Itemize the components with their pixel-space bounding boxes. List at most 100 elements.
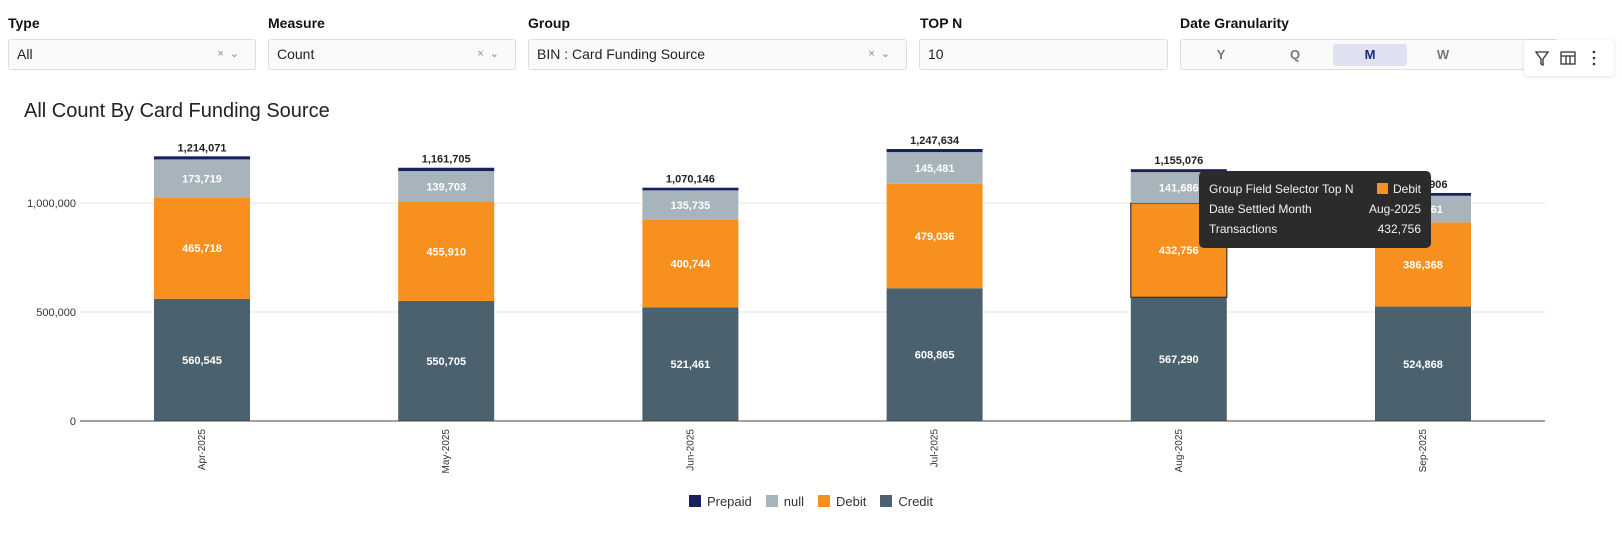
topn-input[interactable]: 10 <box>919 39 1168 70</box>
topn-filter: TOP N <box>920 14 962 32</box>
type-filter: Type <box>8 14 40 32</box>
tooltip-value: Aug-2025 <box>1368 202 1421 216</box>
clear-icon[interactable]: × <box>868 48 881 60</box>
bar-segment-credit[interactable] <box>398 300 495 421</box>
bar-segment-null[interactable] <box>642 190 739 220</box>
bar-segment-null[interactable] <box>398 171 495 202</box>
segment-value-label: 608,865 <box>915 350 955 362</box>
chevron-down-icon[interactable]: ⌄ <box>489 48 505 60</box>
bar-segment-debit[interactable] <box>154 197 250 299</box>
granularity-week[interactable]: W <box>1436 47 1450 62</box>
legend-label: Prepaid <box>706 494 752 509</box>
bar-segment-prepaid[interactable] <box>1130 169 1227 173</box>
legend-label: Debit <box>836 494 867 509</box>
legend-swatch <box>818 495 830 507</box>
x-tick-label: Jul-2025 <box>930 429 941 468</box>
legend-swatch <box>880 495 893 507</box>
chevron-down-icon[interactable]: ⌄ <box>880 48 896 60</box>
group-label: Group <box>528 15 570 31</box>
granularity-toggle: Y Q M W <box>1180 39 1558 70</box>
bar-segment-credit[interactable] <box>1375 306 1471 421</box>
segment-value-label: 432,756 <box>1159 245 1199 257</box>
granularity-year[interactable]: Y <box>1216 47 1226 62</box>
measure-filter: Measure <box>268 14 325 32</box>
chevron-down-icon[interactable]: ⌄ <box>229 48 245 60</box>
bar-segment-debit[interactable] <box>642 219 739 308</box>
y-tick-label: 1,000,000 <box>27 198 76 210</box>
debit-swatch <box>1376 183 1388 194</box>
bar-segment-credit[interactable] <box>1130 297 1227 421</box>
bar-segment-null[interactable] <box>886 152 983 184</box>
segment-value-label: 479,036 <box>915 231 955 243</box>
chart-title: All Count By Card Funding Source <box>24 100 330 122</box>
bar-segment-prepaid[interactable] <box>886 149 983 153</box>
total-label: 1,247,634 <box>910 135 960 147</box>
segment-value-label: 400,744 <box>671 259 712 271</box>
x-tick-label: Apr-2025 <box>197 429 208 471</box>
total-label: 1,155,076 <box>1154 155 1203 167</box>
legend-swatch <box>765 495 778 507</box>
tooltip-key: Transactions <box>1209 222 1278 236</box>
chart-tooltip: Group Field Selector Top N Debit Date Se… <box>1199 171 1431 248</box>
bar-segment-credit[interactable] <box>642 307 739 421</box>
tooltip-value: 432,756 <box>1377 222 1421 236</box>
segment-value-label: 145,481 <box>915 163 955 175</box>
granularity-label: Date Granularity <box>1180 15 1289 31</box>
bar-segment-prepaid[interactable] <box>154 156 250 160</box>
bar-segment-null[interactable] <box>154 159 250 198</box>
measure-value: Count <box>277 46 315 62</box>
legend-item-debit[interactable]: Debit <box>818 494 866 509</box>
segment-value-label: 173,719 <box>182 173 222 185</box>
y-tick-label: 500,000 <box>36 307 76 319</box>
filter-bar: Type All ×⌄ Measure Count ×⌄ Group BIN :… <box>8 14 1622 74</box>
topn-value: 10 <box>928 46 944 62</box>
clear-icon[interactable]: × <box>477 48 490 60</box>
legend-item-null[interactable]: null <box>765 494 804 509</box>
type-value: All <box>17 46 33 62</box>
type-label: Type <box>8 15 40 31</box>
topn-label: TOP N <box>920 15 963 31</box>
tooltip-key: Date Settled Month <box>1209 202 1312 216</box>
legend-item-credit[interactable]: Credit <box>880 494 933 509</box>
legend-label: null <box>783 494 804 509</box>
bar-segment-credit[interactable] <box>886 288 983 421</box>
bar-segment-debit[interactable] <box>398 201 495 301</box>
segment-value-label: 139,703 <box>426 181 466 193</box>
tooltip-row: Group Field Selector Top N Debit <box>1209 181 1421 197</box>
measure-label: Measure <box>268 15 325 31</box>
segment-value-label: 386,368 <box>1403 259 1443 271</box>
legend-item-prepaid[interactable]: Prepaid <box>688 494 752 509</box>
x-tick-label: Sep-2025 <box>1418 429 1429 473</box>
bar-segment-prepaid[interactable] <box>398 167 495 172</box>
tooltip-value: Debit <box>1392 182 1421 196</box>
segment-value-label: 465,718 <box>182 243 222 255</box>
bar-segment-credit[interactable] <box>154 298 250 421</box>
x-tick-label: Aug-2025 <box>1174 429 1185 473</box>
group-select[interactable]: BIN : Card Funding Source ×⌄ <box>528 39 907 70</box>
granularity-quarter[interactable]: Q <box>1289 47 1301 62</box>
clear-icon[interactable]: × <box>217 48 230 60</box>
granularity-filter: Date Granularity <box>1180 14 1289 32</box>
segment-value-label: 524,868 <box>1403 359 1443 371</box>
more-icon[interactable] <box>1584 48 1604 68</box>
segment-value-label: 567,290 <box>1159 354 1199 366</box>
group-value: BIN : Card Funding Source <box>537 46 706 62</box>
tooltip-row: Transactions 432,756 <box>1209 221 1421 237</box>
tooltip-row: Date Settled Month Aug-2025 <box>1209 201 1421 217</box>
segment-value-label: 521,461 <box>671 359 711 371</box>
measure-select[interactable]: Count ×⌄ <box>268 39 516 70</box>
total-label: 1,070,146 <box>666 174 715 186</box>
filter-icon[interactable] <box>1532 48 1552 68</box>
tooltip-key: Group Field Selector Top N <box>1209 182 1354 196</box>
legend-swatch <box>688 495 701 507</box>
chart-toolbar <box>1524 40 1614 76</box>
granularity-month[interactable]: M <box>1333 44 1407 66</box>
chart-legend: Prepaid null Debit Credit <box>0 494 1622 509</box>
total-label: 1,161,705 <box>422 154 471 166</box>
group-filter: Group <box>528 14 570 32</box>
bar-segment-prepaid[interactable] <box>642 187 739 191</box>
type-select[interactable]: All ×⌄ <box>8 39 256 70</box>
table-icon[interactable] <box>1558 48 1578 68</box>
segment-value-label: 135,735 <box>671 200 711 212</box>
bar-segment-debit[interactable] <box>886 183 983 289</box>
